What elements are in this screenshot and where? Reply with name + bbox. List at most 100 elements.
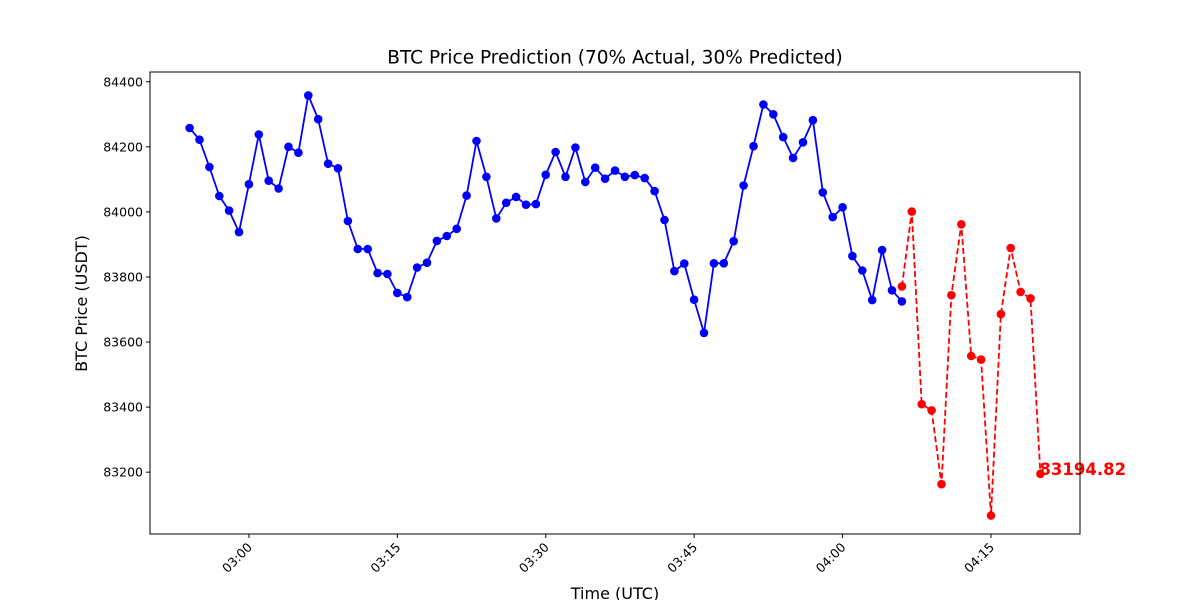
- actual-price-point: [610, 166, 620, 175]
- actual-price-point: [541, 170, 550, 180]
- actual-price-point: [739, 181, 748, 190]
- actual-price-point: [511, 192, 521, 202]
- y-tick-label: 84200: [103, 139, 143, 154]
- y-tick-label: 83800: [103, 269, 143, 284]
- actual-price-point: [670, 266, 679, 276]
- y-tick-label: 84000: [103, 204, 143, 219]
- actual-price-point: [205, 162, 214, 172]
- predicted-price-point: [996, 309, 1006, 319]
- plot-frame: [149, 71, 1081, 535]
- actual-price-point: [195, 135, 204, 144]
- y-axis-label: BTC Price (USDT): [72, 235, 91, 372]
- last-prediction-label: 83194.82: [1039, 460, 1126, 479]
- plot-area: 8320083400836008380084000842008440003:00…: [103, 71, 1126, 576]
- predicted-price-point: [966, 351, 976, 361]
- actual-price-point: [323, 159, 333, 168]
- actual-price-point: [828, 212, 837, 222]
- actual-price-point: [501, 198, 511, 208]
- predicted-price-point: [927, 406, 936, 415]
- actual-price-point: [788, 153, 798, 163]
- chart-title: BTC Price Prediction (70% Actual, 30% Pr…: [387, 48, 843, 69]
- actual-price-point: [294, 148, 303, 157]
- predicted-price-point: [937, 479, 946, 489]
- actual-price-point: [897, 297, 907, 306]
- actual-price-point: [867, 295, 877, 305]
- actual-price-point: [581, 177, 590, 187]
- actual-price-point: [402, 292, 412, 302]
- actual-price-point: [185, 123, 194, 133]
- actual-price-point: [769, 110, 778, 119]
- actual-price-point: [363, 244, 373, 254]
- actual-price-point: [759, 100, 768, 109]
- actual-price-point: [798, 138, 808, 147]
- actual-price-point: [304, 91, 313, 100]
- actual-price-point: [234, 227, 244, 237]
- predicted-price-point: [917, 399, 926, 409]
- actual-price-point: [749, 141, 758, 151]
- predicted-price-point: [986, 511, 996, 520]
- actual-price-point: [689, 295, 699, 305]
- actual-price-point: [620, 172, 630, 182]
- actual-price-point: [353, 244, 363, 254]
- actual-price-point: [848, 251, 857, 261]
- actual-price-point: [778, 132, 788, 142]
- actual-price-point: [442, 231, 452, 241]
- actual-price-point: [452, 224, 462, 234]
- actual-price-point: [660, 215, 669, 225]
- actual-price-point: [482, 172, 491, 182]
- actual-price-point: [284, 142, 293, 152]
- actual-price-point: [680, 259, 689, 268]
- actual-price-point: [808, 115, 818, 125]
- actual-price-point: [432, 236, 442, 246]
- actual-price-point: [393, 288, 402, 298]
- actual-price-point: [313, 114, 323, 124]
- actual-price-point: [412, 263, 422, 272]
- actual-price-point: [215, 191, 224, 201]
- actual-price-point: [838, 203, 847, 212]
- actual-price-point: [521, 200, 531, 209]
- actual-price-point: [729, 236, 738, 246]
- actual-price-point: [551, 147, 560, 157]
- actual-price-point: [561, 172, 570, 182]
- predicted-price-point: [897, 282, 907, 291]
- predicted-price-point: [907, 207, 917, 216]
- actual-price-point: [274, 184, 283, 193]
- actual-price-point: [650, 186, 659, 196]
- actual-price-point: [640, 173, 649, 183]
- actual-price-point: [590, 163, 600, 172]
- predicted-price-point: [1016, 287, 1025, 297]
- y-tick-label: 83600: [103, 335, 143, 350]
- actual-price-point: [887, 286, 897, 295]
- actual-price-point: [373, 268, 382, 278]
- actual-price-point: [383, 269, 392, 279]
- x-axis-label: Time (UTC): [570, 584, 659, 600]
- actual-price-point: [699, 328, 709, 338]
- actual-price-point: [254, 130, 264, 139]
- predicted-price-point: [947, 290, 956, 300]
- actual-price-point: [422, 258, 432, 268]
- actual-price-point: [472, 136, 481, 146]
- predicted-price-point: [1036, 469, 1045, 479]
- predicted-price-point: [1006, 243, 1015, 253]
- actual-price-point: [858, 266, 867, 275]
- actual-price-point: [630, 170, 640, 180]
- actual-price-point: [571, 143, 580, 152]
- actual-price-point: [818, 188, 828, 197]
- predicted-price-point: [976, 355, 986, 364]
- actual-price-point: [531, 199, 541, 209]
- actual-price-point: [877, 245, 887, 255]
- actual-price-point: [492, 214, 501, 223]
- actual-price-point: [244, 179, 254, 189]
- predicted-price-point: [1026, 294, 1035, 303]
- actual-price-point: [709, 259, 719, 268]
- actual-price-point: [719, 259, 729, 268]
- y-tick-label: 83200: [103, 465, 143, 480]
- actual-price-point: [224, 206, 234, 215]
- y-tick-label: 83400: [103, 400, 143, 415]
- actual-price-point: [343, 216, 353, 226]
- predicted-price-point: [957, 220, 966, 229]
- actual-price-point: [600, 174, 610, 183]
- actual-price-point: [462, 191, 471, 200]
